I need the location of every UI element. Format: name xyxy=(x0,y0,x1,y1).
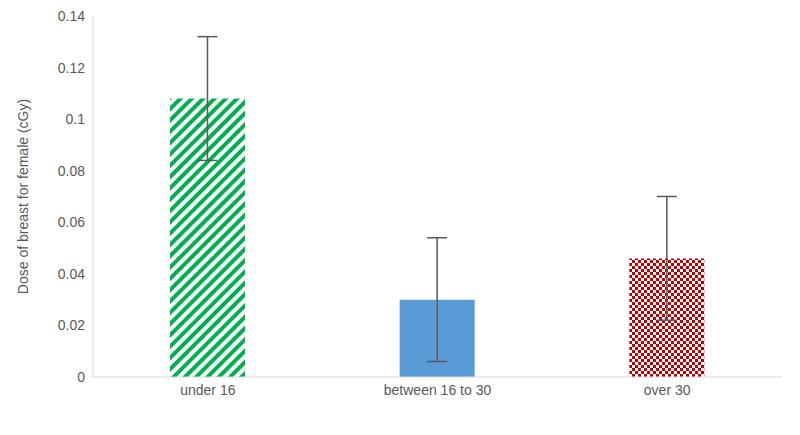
svg-text:0.08: 0.08 xyxy=(58,163,85,179)
svg-text:under 16: under 16 xyxy=(180,382,235,398)
svg-text:0.12: 0.12 xyxy=(58,60,85,76)
svg-text:0: 0 xyxy=(77,369,85,385)
svg-text:over 30: over 30 xyxy=(644,382,691,398)
svg-text:0.02: 0.02 xyxy=(58,317,85,333)
svg-text:between 16 to 30: between 16 to 30 xyxy=(384,382,492,398)
svg-text:0.06: 0.06 xyxy=(58,214,85,230)
svg-text:Dose of breast for female (cGy: Dose of breast for female (cGy) xyxy=(15,99,31,294)
svg-text:0.04: 0.04 xyxy=(58,266,85,282)
svg-text:0.14: 0.14 xyxy=(58,8,85,24)
svg-text:0.1: 0.1 xyxy=(66,111,86,127)
